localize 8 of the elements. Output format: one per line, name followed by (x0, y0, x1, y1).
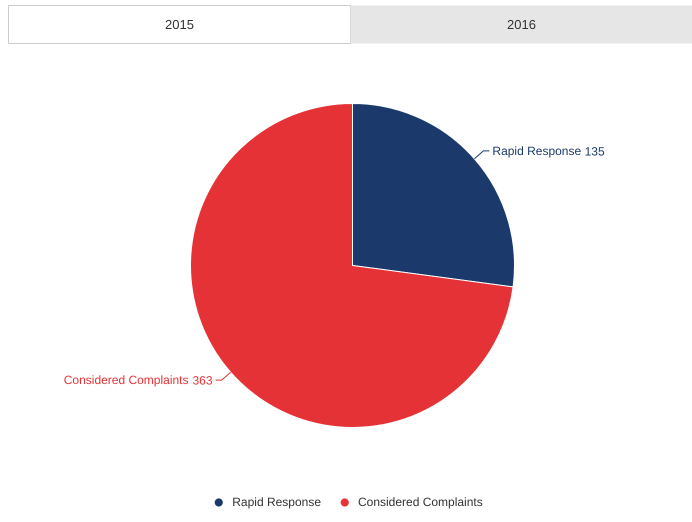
text: 2016 (507, 17, 536, 32)
slice-label: Rapid Response (492, 144, 582, 158)
legend-label: Considered Complaints (358, 495, 483, 509)
data-label: 135 (584, 144, 605, 158)
data-label: 363 (192, 374, 213, 388)
slice-label: Considered Complaints (64, 373, 188, 388)
legend-label: Rapid Response (232, 495, 321, 509)
text: 2015 (165, 17, 194, 32)
